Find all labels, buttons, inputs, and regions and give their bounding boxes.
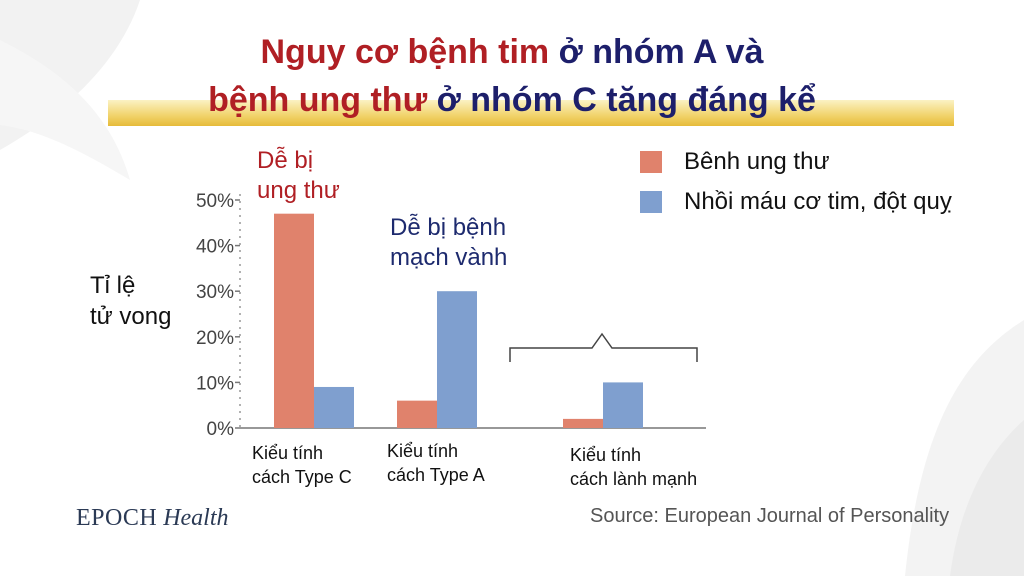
category-label-type-a-line-1: Kiểu tính — [387, 441, 459, 461]
bar-heart-2 — [437, 291, 477, 428]
annotation-coronary-line-2: mạch vành — [390, 244, 508, 271]
bar-cancer-2 — [397, 400, 437, 428]
annotation-coronary-line-1: Dễ bị bệnh — [390, 214, 507, 241]
category-label-type-c-line-1: Kiểu tính — [252, 443, 324, 463]
category-label-type-c: Kiểu tính cách Type C — [252, 441, 352, 489]
annotation-cancer: Dễ bị ung thư — [257, 146, 340, 206]
group-bracket — [509, 332, 698, 362]
y-tick-label: 30% — [196, 282, 234, 303]
bar-cancer-3 — [563, 418, 603, 428]
title-line-2-part-2: ở nhóm C tăng đáng kể — [436, 81, 816, 119]
title-line-1-part-2: ở nhóm A và — [558, 33, 764, 71]
title-line-1-part-1: Nguy cơ bệnh tim — [260, 33, 559, 71]
y-tick-label: 0% — [207, 419, 235, 440]
brand-logo-secondary: Health — [163, 505, 229, 531]
annotation-cancer-line-1: Dễ bị — [257, 147, 314, 174]
y-axis-label: Tỉ lệ tử vong — [90, 270, 171, 332]
category-label-type-a-line-2: cách Type A — [387, 465, 485, 485]
category-label-healthy-line-2: cách lành mạnh — [570, 469, 698, 489]
brand-logo-primary: EPOCH — [76, 505, 158, 531]
category-label-type-c-line-2: cách Type C — [252, 467, 352, 487]
annotation-coronary: Dễ bị bệnh mạch vành — [390, 213, 507, 273]
legend-item-heart: Nhồi máu cơ tim, đột quỵ — [640, 188, 952, 216]
brand-logo: EPOCH Health — [76, 505, 229, 532]
y-tick-label: 40% — [196, 237, 234, 258]
category-label-type-a: Kiểu tính cách Type A — [387, 439, 485, 487]
bar-heart-1 — [314, 386, 354, 428]
bar-heart-3 — [603, 382, 643, 428]
y-tick-label: 20% — [196, 328, 234, 349]
title-underline-bar — [108, 100, 954, 126]
legend-item-cancer: Bênh ung thư — [640, 148, 830, 176]
title-line-1: Nguy cơ bệnh tim ở nhóm A và — [0, 30, 1024, 74]
title-line-2: bệnh ung thư ở nhóm C tăng đáng kể — [0, 78, 1024, 122]
title-line-2-part-1: bệnh ung thư — [208, 81, 437, 119]
legend-swatch-cancer — [640, 151, 662, 173]
legend-label-cancer: Bênh ung thư — [684, 148, 830, 175]
annotation-cancer-line-2: ung thư — [257, 177, 340, 204]
y-tick-label: 50% — [196, 191, 234, 212]
legend-swatch-heart — [640, 191, 662, 213]
source-citation: Source: European Journal of Personality — [590, 505, 950, 527]
legend-label-heart: Nhồi máu cơ tim, đột quỵ — [684, 188, 952, 215]
y-axis-label-line-1: Tỉ lệ — [90, 272, 136, 299]
bar-cancer-1 — [274, 213, 314, 428]
category-label-healthy-line-1: Kiểu tính — [570, 445, 642, 465]
y-tick-label: 10% — [196, 373, 234, 394]
category-label-healthy: Kiểu tính cách lành mạnh — [570, 443, 697, 491]
y-axis-label-line-2: tử vong — [90, 303, 172, 330]
